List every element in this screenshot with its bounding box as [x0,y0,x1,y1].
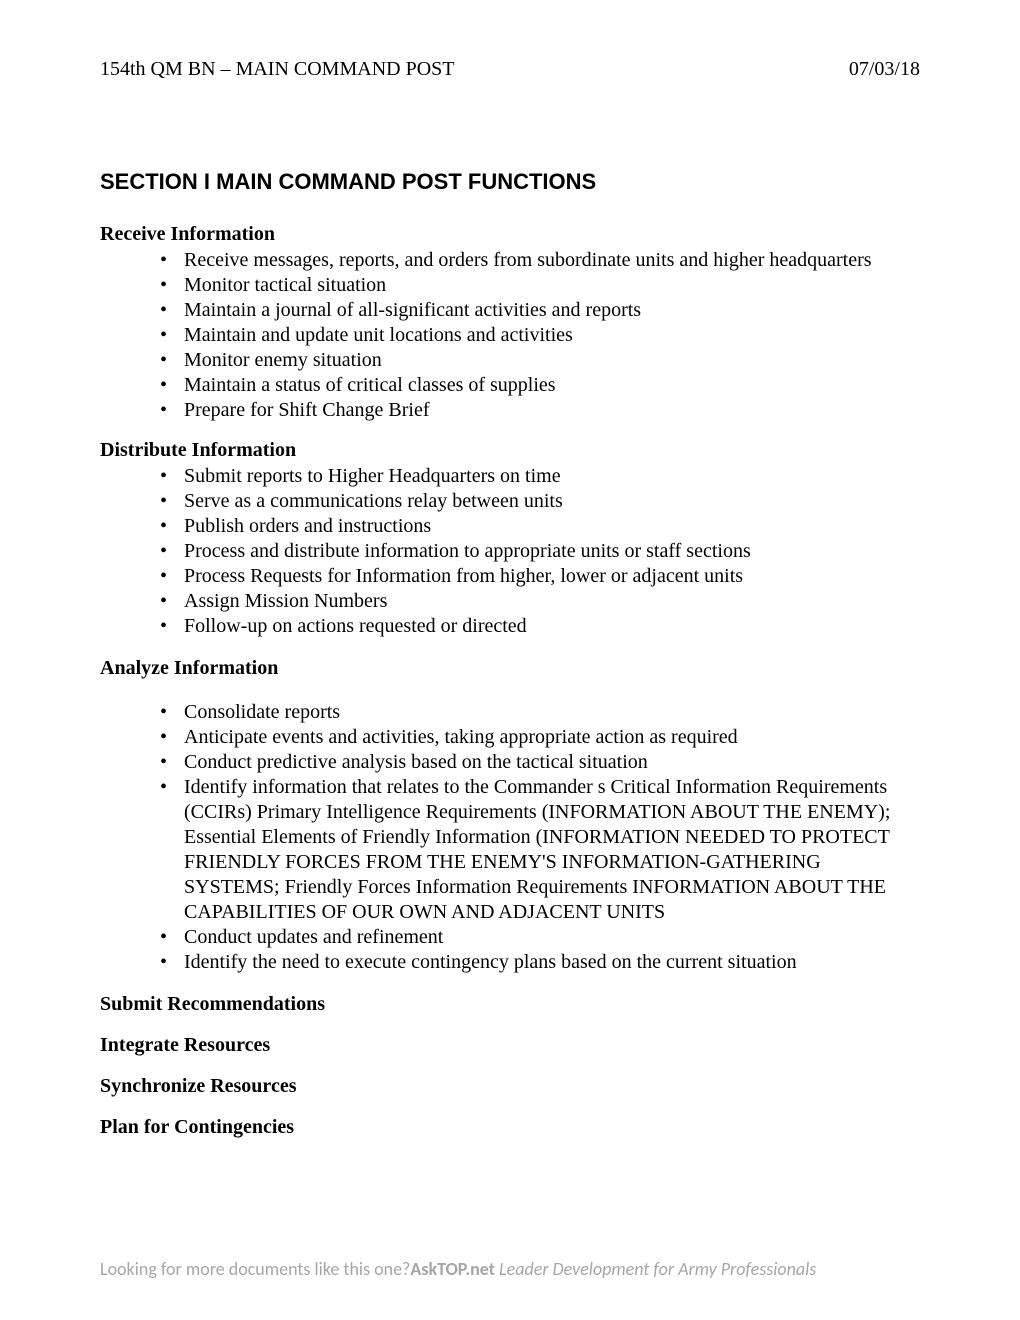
list-item: Conduct predictive analysis based on the… [160,750,920,775]
subheading-distribute: Distribute Information [100,439,920,462]
subheading-submit: Submit Recommendations [100,993,920,1016]
bullets-receive: Receive messages, reports, and orders fr… [100,248,920,423]
list-item: Monitor tactical situation [160,273,920,298]
subheading-receive: Receive Information [100,223,920,246]
list-item: Maintain and update unit locations and a… [160,323,920,348]
bullets-analyze: Consolidate reports Anticipate events an… [100,700,920,975]
list-item: Identify the need to execute contingency… [160,950,920,975]
footer-tail: Leader Development for Army Professional… [495,1258,816,1280]
bullets-distribute: Submit reports to Higher Headquarters on… [100,464,920,639]
list-item: Anticipate events and activities, taking… [160,725,920,750]
list-item: Publish orders and instructions [160,514,920,539]
document-header: 154th QM BN – MAIN COMMAND POST 07/03/18 [100,58,920,81]
footer-lead: Looking for more documents like this one… [100,1258,410,1280]
list-item: Maintain a journal of all-significant ac… [160,298,920,323]
list-item: Assign Mission Numbers [160,589,920,614]
subheading-plan: Plan for Contingencies [100,1116,920,1139]
subheading-analyze: Analyze Information [100,657,920,680]
list-item: Process Requests for Information from hi… [160,564,920,589]
list-item: Serve as a communications relay between … [160,489,920,514]
footer: Looking for more documents like this one… [100,1258,920,1280]
list-item: Process and distribute information to ap… [160,539,920,564]
subheading-synchronize: Synchronize Resources [100,1075,920,1098]
group-distribute: Distribute Information Submit reports to… [100,439,920,639]
list-item: Conduct updates and refinement [160,925,920,950]
list-item: Submit reports to Higher Headquarters on… [160,464,920,489]
list-item: Monitor enemy situation [160,348,920,373]
header-right: 07/03/18 [849,58,920,81]
group-receive: Receive Information Receive messages, re… [100,223,920,423]
list-item: Receive messages, reports, and orders fr… [160,248,920,273]
list-item: Consolidate reports [160,700,920,725]
list-item: Identify information that relates to the… [160,775,920,925]
group-analyze: Analyze Information Consolidate reports … [100,657,920,975]
footer-site: AskTOP.net [410,1258,495,1280]
list-item: Prepare for Shift Change Brief [160,398,920,423]
list-item: Follow-up on actions requested or direct… [160,614,920,639]
subheading-integrate: Integrate Resources [100,1034,920,1057]
section-title: SECTION I MAIN COMMAND POST FUNCTIONS [100,169,920,195]
list-item: Maintain a status of critical classes of… [160,373,920,398]
header-left: 154th QM BN – MAIN COMMAND POST [100,58,454,81]
